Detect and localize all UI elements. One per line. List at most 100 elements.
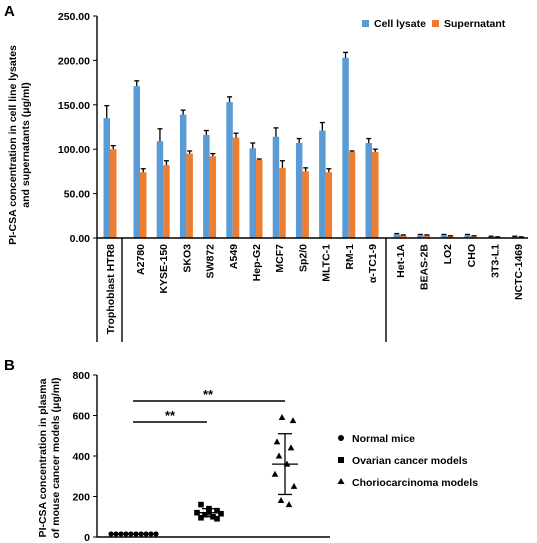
category-label: LO2 <box>442 244 454 265</box>
category-label: Hep-G2 <box>251 244 263 282</box>
point-choriocarcinoma <box>285 501 293 508</box>
y-tick-label: 400 <box>72 451 90 463</box>
y-tick-label: 250.00 <box>58 11 90 23</box>
bar-supernatant <box>256 159 263 238</box>
sig-label-choriocarcinoma: ** <box>203 387 214 402</box>
point-choriocarcinoma <box>273 438 281 445</box>
bar-supernatant <box>110 149 117 238</box>
category-label: α-TC1-9 <box>367 244 379 283</box>
bar-supernatant <box>325 172 333 238</box>
y-tick-label: 0.00 <box>70 233 91 245</box>
y-tick-label: 200.00 <box>58 55 90 67</box>
bar-cell-lysate <box>272 136 280 238</box>
point-ovarian <box>218 510 224 517</box>
panel-a-y-ticks: 0.00 50.00 100.00 150.00 200.00 250.00 <box>58 11 97 245</box>
point-choriocarcinoma <box>289 417 297 424</box>
category-label: 3T3-L1 <box>489 244 501 278</box>
bar-cell-lysate <box>156 141 164 238</box>
panel-a-category-labels: Trophoblast HTR8 A2780 KYSE-150 SKO3 SW872 A5… <box>105 244 525 335</box>
panel-a-ylabel-line2: and supernatants (μg/ml) <box>20 82 32 207</box>
panel-b-label: B <box>4 357 15 374</box>
point-ovarian <box>198 501 204 508</box>
bar-cell-lysate <box>133 86 140 238</box>
point-normal-mice <box>113 531 119 537</box>
category-label: BEAS-2B <box>419 244 431 291</box>
bar-cell-lysate <box>179 114 187 238</box>
legend-swatch-supernatant <box>432 20 439 27</box>
panel-b-ylabel-line2: of mouse cancer models (μg/ml) <box>50 377 62 538</box>
bar-supernatant <box>279 167 286 238</box>
y-tick-label: 100.00 <box>58 144 90 156</box>
panel-a-legend: Cell lysate Supernatant <box>362 18 506 30</box>
point-ovarian <box>202 511 208 518</box>
legend-ovarian-cancer-models: Ovarian cancer models <box>352 455 468 467</box>
panel-a: A PI-CSA concentration in cell line lysa… <box>4 3 528 342</box>
y-tick-label: 200 <box>72 492 90 504</box>
category-label: CHO <box>466 244 478 267</box>
point-normal-mice <box>133 531 139 537</box>
panel-b-significance: ** ** <box>133 387 285 423</box>
category-label: A549 <box>228 244 240 269</box>
legend-marker-choriocarcinoma <box>337 478 345 484</box>
category-label: Het-1A <box>395 244 407 278</box>
point-choriocarcinoma <box>290 482 298 489</box>
legend-choriocarcinoma-models: Choriocarcinoma models <box>352 477 478 489</box>
bar-supernatant <box>447 236 454 238</box>
category-label: A2780 <box>135 244 147 275</box>
bar-supernatant <box>302 171 309 238</box>
legend-marker-normal-mice <box>338 435 344 441</box>
bar-supernatant <box>186 153 193 238</box>
bar-cell-lysate <box>319 130 326 238</box>
bar-cell-lysate <box>393 234 400 238</box>
bar-cell-lysate <box>464 235 471 238</box>
legend-supernatant: Supernatant <box>444 18 506 30</box>
panel-b-ylabel-line1: PI-CSA concentration in plasma <box>37 378 49 537</box>
panel-a-ylabel-line1: PI-CSA concentration in cell line lysate… <box>7 45 19 245</box>
point-normal-mice <box>148 531 154 537</box>
bar-supernatant <box>470 236 478 238</box>
legend-normal-mice: Normal mice <box>352 433 415 445</box>
category-label: NCTC-1469 <box>513 244 525 300</box>
panel-b: B PI-CSA concentration in plasma of mous… <box>4 357 478 543</box>
bar-supernatant <box>400 235 407 238</box>
legend-marker-ovarian <box>338 457 344 463</box>
bar-cell-lysate <box>365 142 372 238</box>
point-choriocarcinoma <box>287 444 295 451</box>
bar-supernatant <box>209 156 217 238</box>
point-ovarian <box>214 515 220 522</box>
y-tick-label: 0 <box>84 532 90 543</box>
bar-cell-lysate <box>295 142 303 238</box>
bar-supernatant <box>163 165 170 238</box>
point-ovarian <box>198 514 204 521</box>
category-label: RM-1 <box>344 244 356 270</box>
bar-cell-lysate <box>440 235 448 238</box>
bar-cell-lysate <box>203 134 210 238</box>
bar-supernatant <box>348 151 356 238</box>
point-normal-mice <box>123 531 129 537</box>
panel-b-axes <box>96 375 330 538</box>
point-choriocarcinoma <box>278 414 286 421</box>
point-choriocarcinoma <box>271 470 279 477</box>
bar-supernatant <box>423 235 431 238</box>
bar-cell-lysate <box>249 148 256 238</box>
legend-swatch-cell-lysate <box>362 20 369 27</box>
point-normal-mice <box>153 531 159 537</box>
bar-cell-lysate <box>417 235 424 238</box>
panel-a-bars <box>103 51 525 239</box>
y-tick-label: 50.00 <box>64 189 90 201</box>
panel-b-legend: Normal mice Ovarian cancer models Chorio… <box>337 433 478 489</box>
bar-supernatant <box>232 137 240 238</box>
point-normal-mice <box>143 531 149 537</box>
sig-label-ovarian: ** <box>165 408 176 423</box>
bar-cell-lysate <box>342 57 349 239</box>
category-label: Sp2/0 <box>297 244 309 272</box>
point-normal-mice <box>108 531 114 537</box>
panel-b-y-ticks: 0 200 400 600 800 <box>72 370 97 543</box>
category-label: MCF7 <box>274 244 286 273</box>
category-label: MLTC-1 <box>321 244 333 282</box>
bar-supernatant <box>140 172 147 238</box>
y-tick-label: 150.00 <box>58 100 90 112</box>
point-normal-mice <box>128 531 134 537</box>
point-choriocarcinoma <box>275 452 283 459</box>
